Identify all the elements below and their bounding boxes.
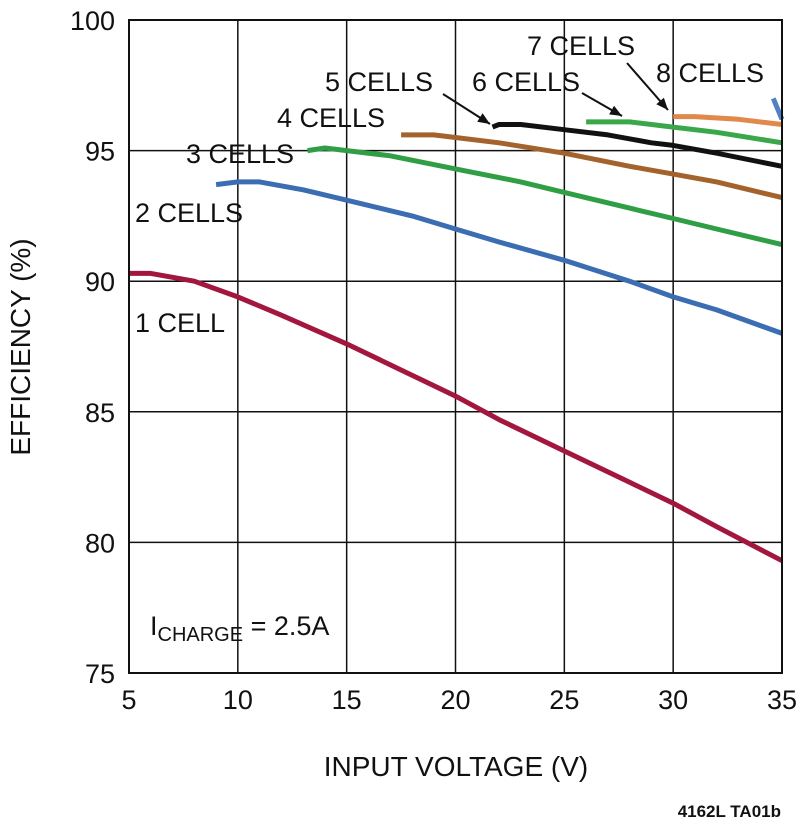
annotation-subscript: CHARGE [158,624,244,646]
tick-labels: 5 10 15 20 25 30 35 75 80 85 90 95 100 [70,6,797,715]
y-tick-label: 80 [85,528,115,558]
y-tick-label: 95 [85,137,115,167]
series-line-1 [129,270,784,563]
series-line-6 [586,119,783,146]
y-tick-label: 85 [85,398,115,428]
leader-arrowhead [609,105,622,116]
series-line-2 [215,179,783,336]
series-label-6: 6 CELLS [472,67,580,97]
x-tick-label: 5 [121,685,136,715]
series-label-7: 7 CELLS [527,31,635,61]
series-label-8: 8 CELLS [656,58,764,88]
series-line-4 [401,132,783,201]
plot-frame [128,19,783,674]
series-label-4: 4 CELLS [277,103,385,133]
x-tick-label: 15 [332,685,362,715]
series-line-7 [673,114,783,127]
series-label-3: 3 CELLS [186,139,294,169]
series-label-2: 2 CELLS [135,198,243,228]
series-label-5: 5 CELLS [325,67,433,97]
y-axis-label: EFFICIENCY (%) [5,238,36,455]
charge-current-annotation: ICHARGE = 2.5A [150,611,329,646]
y-tick-label: 75 [85,659,115,689]
x-tick-label: 20 [440,685,470,715]
series-lines [129,97,785,563]
series-line-8 [770,97,785,121]
leader-arrowhead [656,97,668,110]
series-label-1: 1 CELL [135,308,225,338]
x-tick-label: 30 [658,685,688,715]
x-tick-label: 10 [223,685,253,715]
annotation-main: I [150,611,158,641]
x-tick-label: 35 [767,685,797,715]
x-axis-label: INPUT VOLTAGE (V) [324,751,588,782]
annotation-rest: = 2.5A [243,611,329,641]
leader-arrowhead [477,113,490,124]
series-line-3 [307,145,783,248]
figure-footnote: 4162L TA01b [678,802,781,821]
y-tick-label: 100 [70,6,115,36]
series-line-5 [491,122,783,169]
series-labels: 1 CELL 2 CELLS 3 CELLS 4 CELLS 5 CELLS 6 CELL… [135,31,764,338]
x-tick-label: 25 [549,685,579,715]
y-tick-label: 90 [85,267,115,297]
